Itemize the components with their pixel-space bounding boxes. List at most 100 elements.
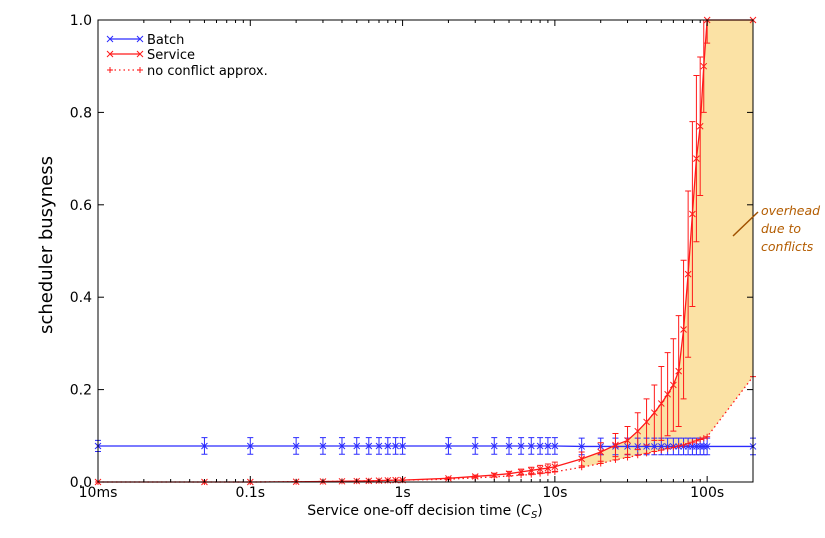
data-point <box>597 448 605 456</box>
data-point <box>597 460 604 467</box>
data-point <box>319 442 327 450</box>
legend-label-service: Service <box>147 48 195 63</box>
data-point <box>528 471 535 478</box>
x-tick-label: 1s <box>394 485 410 501</box>
data-point <box>693 155 700 162</box>
data-point <box>670 444 677 451</box>
data-point <box>544 469 551 476</box>
data-point <box>689 439 696 446</box>
y-axis-title: scheduler busyness <box>36 156 57 334</box>
data-point <box>365 442 373 450</box>
legend-label-batch: Batch <box>147 33 184 48</box>
data-point <box>471 442 479 450</box>
data-point <box>578 455 586 463</box>
data-point <box>292 442 300 450</box>
x-tick-label: 0.1s <box>236 485 266 501</box>
x-tick-label: 10ms <box>79 485 118 501</box>
data-point <box>704 433 711 440</box>
y-tick-label: 0.8 <box>70 105 92 121</box>
data-point <box>544 464 552 472</box>
data-point <box>445 442 452 450</box>
data-point <box>650 443 658 450</box>
legend-marker-service <box>106 50 144 58</box>
legend-label-no-conflict: no conflict approx. <box>147 64 268 79</box>
series-layer <box>94 16 757 486</box>
annotation-line-1: overhead <box>761 203 820 218</box>
conflict-overhead-region <box>581 20 753 468</box>
y-tick-label: 0.6 <box>70 198 92 214</box>
y-tick-label: 1.0 <box>70 13 92 29</box>
data-point <box>551 442 559 450</box>
x-tick-label: 100s <box>690 485 724 501</box>
data-point <box>658 447 665 454</box>
data-point <box>551 463 559 471</box>
data-point <box>643 450 650 457</box>
annotation: overhead due to conflicts <box>732 203 820 254</box>
series-no-conflict-approx- <box>95 373 756 485</box>
data-point <box>517 442 525 450</box>
data-point <box>624 437 631 444</box>
data-point <box>693 437 700 444</box>
data-point <box>505 442 513 450</box>
data-point <box>700 435 707 442</box>
data-point <box>536 442 544 450</box>
annotation-line-3: conflicts <box>761 239 814 254</box>
data-point <box>664 390 671 398</box>
data-point <box>392 442 399 450</box>
data-point <box>527 442 535 450</box>
data-point <box>684 270 692 278</box>
data-point <box>578 464 585 471</box>
annotation-line-2: due to <box>761 221 801 236</box>
data-point <box>353 442 361 450</box>
data-point <box>518 472 525 479</box>
data-point <box>506 472 513 479</box>
data-point <box>650 409 658 417</box>
data-point <box>675 367 683 375</box>
data-point <box>624 454 631 461</box>
data-point <box>527 467 535 474</box>
data-point <box>697 436 704 443</box>
data-point <box>551 468 558 475</box>
data-point <box>696 122 704 130</box>
data-point <box>490 442 498 450</box>
x-axis-title: Service one-off decision time (CS) <box>307 503 543 521</box>
y-tick-label: 0.2 <box>70 383 92 399</box>
legend-marker-no-conflict <box>107 67 143 73</box>
x-tick-label: 10s <box>542 485 567 501</box>
data-point <box>670 381 677 389</box>
plot-frame <box>97 19 754 483</box>
data-point <box>246 442 254 450</box>
annotation-pointer <box>732 211 759 237</box>
data-point <box>643 418 650 426</box>
data-point <box>491 473 498 480</box>
data-point <box>680 442 687 449</box>
ticks-layer: 10ms 0.1s 1s 10s 100s 0.0 0.2 0.4 0.6 0.8 1.0 <box>70 13 754 501</box>
legend-entry-service: Service <box>106 48 195 63</box>
data-point <box>384 442 392 450</box>
data-point <box>680 326 687 333</box>
data-point <box>651 448 658 455</box>
legend-entry-no-conflict: no conflict approx. <box>107 64 268 79</box>
data-point <box>664 445 671 452</box>
data-point <box>657 400 665 407</box>
data-point <box>700 62 708 70</box>
data-point <box>201 442 208 450</box>
data-point <box>634 427 642 435</box>
data-point <box>375 442 383 450</box>
data-point <box>536 465 544 473</box>
data-point <box>685 440 692 447</box>
data-point <box>657 443 665 450</box>
data-point <box>675 442 682 449</box>
series-line <box>98 19 753 483</box>
data-point <box>612 441 619 449</box>
data-point <box>578 443 586 450</box>
y-tick-label: 0.0 <box>70 475 92 491</box>
data-point <box>517 468 525 476</box>
data-point <box>643 443 650 450</box>
y-tick-label: 0.4 <box>70 290 92 306</box>
legend-entry-batch: Batch <box>106 33 184 48</box>
data-point <box>703 443 711 450</box>
data-point <box>338 442 346 450</box>
